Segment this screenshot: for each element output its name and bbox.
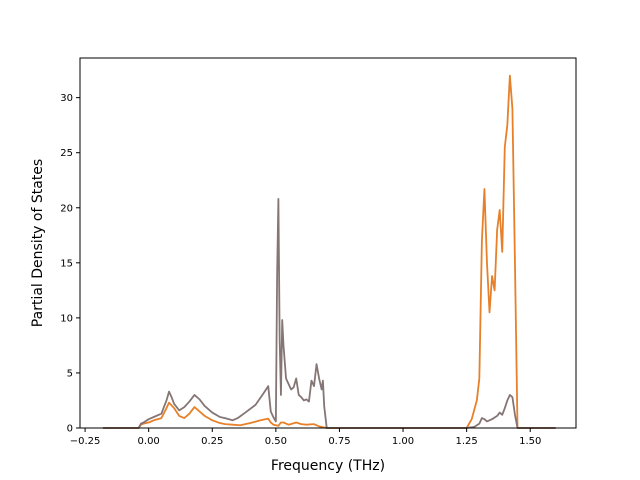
y-tick-label: 30 <box>60 93 73 104</box>
x-axis: −0.25 0.00 0.25 0.50 0.75 1.00 1.25 1.50 <box>70 428 541 447</box>
y-tick-label: 20 <box>60 203 73 214</box>
y-axis-label: Partial Density of States <box>30 159 46 327</box>
y-tick-label: 15 <box>60 258 73 269</box>
y-tick-label: 0 <box>67 424 73 435</box>
series-layer <box>102 74 556 429</box>
plot-frame <box>79 57 577 429</box>
x-tick-label: 1.25 <box>455 436 477 447</box>
y-axis: 0 5 10 15 20 25 30 <box>60 93 80 435</box>
x-tick-label: 0.25 <box>201 436 223 447</box>
x-tick-label: 0.50 <box>265 436 287 447</box>
y-tick-label: 5 <box>67 368 73 379</box>
x-tick-label: 0.00 <box>138 436 160 447</box>
x-tick-label: 0.75 <box>328 436 350 447</box>
x-tick-label: −0.25 <box>70 436 101 447</box>
series-line-2 <box>102 198 556 429</box>
x-tick-label: 1.00 <box>392 436 414 447</box>
series-line-1 <box>102 74 556 429</box>
x-tick-label: 1.50 <box>519 436 541 447</box>
x-axis-label: Frequency (THz) <box>271 458 385 474</box>
y-tick-label: 10 <box>60 313 73 324</box>
y-tick-label: 25 <box>60 148 73 159</box>
